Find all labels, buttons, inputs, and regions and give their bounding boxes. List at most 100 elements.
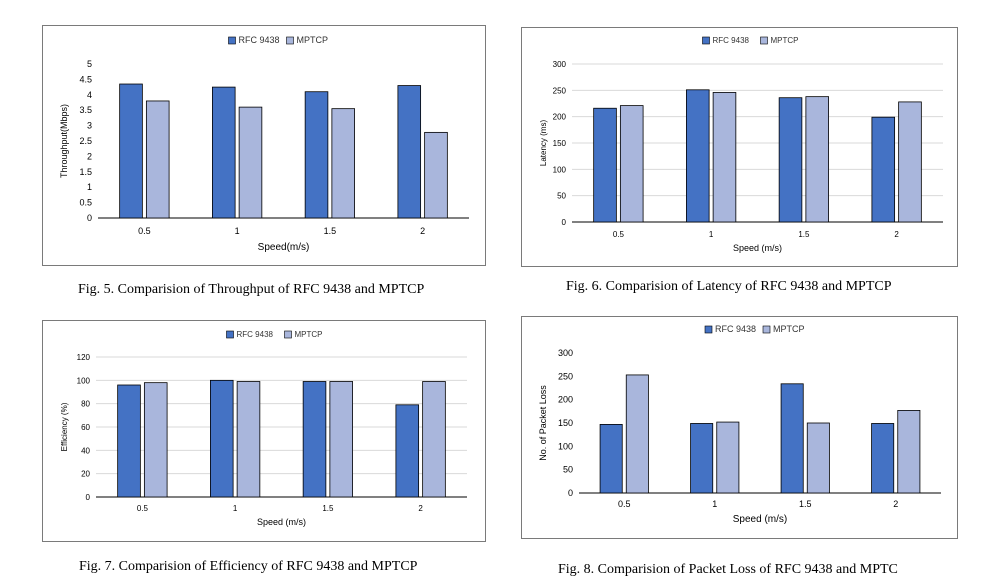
caption-fig8: Fig. 8. Comparision of Packet Loss of RF… [558, 562, 898, 577]
y-tick-label: 150 [553, 139, 567, 148]
y-tick-label: 200 [558, 395, 573, 405]
x-tick-label: 0.5 [613, 230, 625, 239]
bar-mptcp [806, 422, 830, 494]
legend-label: MPTCP [297, 35, 329, 45]
bar-mptcp [143, 382, 168, 498]
legend-swatch [762, 325, 771, 334]
y-tick-label: 100 [553, 165, 567, 174]
bar-mptcp [898, 101, 922, 223]
legend-swatch [226, 330, 234, 339]
legend-label: MPTCP [295, 330, 323, 339]
y-tick-label: 50 [563, 465, 573, 475]
bar-rfc9438 [871, 116, 896, 223]
bar-mptcp [716, 421, 740, 494]
chart-panel-latency: 0 50 100 150 200 250 300 0.5 1 1.5 2 Speed (m/s) Lat… [521, 27, 958, 267]
x-tick-label: 2 [420, 226, 425, 236]
y-tick-label: 40 [81, 446, 90, 455]
x-axis-title: Speed (m/s) [257, 517, 306, 527]
x-tick-label: 1 [233, 504, 238, 513]
chart-panel-throughput: 0 0.5 1 1.5 2 2.5 3 3.5 4 4.5 5 0.5 1 1.5 2 Speed(m/s) T… [42, 25, 486, 266]
x-tick-label: 1 [709, 230, 714, 239]
legend-label: RFC 9438 [237, 330, 274, 339]
bar-rfc9438 [871, 423, 895, 494]
bar-rfc9438 [397, 85, 422, 219]
y-tick-label: 200 [553, 113, 567, 122]
y-tick-label: 300 [553, 60, 567, 69]
bar-rfc9438 [117, 384, 141, 498]
chart-panel-packet-loss: 0 50 100 150 200 250 300 0.5 1 1.5 2 Speed (m/s) No.… [521, 316, 958, 539]
y-tick-label: 250 [558, 371, 573, 381]
y-tick-label: 100 [77, 376, 91, 385]
y-tick-label: 60 [81, 423, 90, 432]
x-axis-title: Speed (m/s) [733, 514, 787, 525]
y-tick-label: 4.5 [79, 74, 92, 84]
bar-mptcp [329, 381, 353, 498]
y-tick-label: 50 [557, 192, 566, 201]
y-tick-label: 3 [87, 121, 92, 131]
y-axis-title: Latency (ms) [539, 120, 548, 167]
x-tick-label: 1.5 [322, 504, 334, 513]
bar-rfc9438 [119, 83, 143, 219]
bar-mptcp [625, 374, 649, 494]
bar-mptcp [331, 108, 355, 219]
y-tick-label: 1 [87, 182, 92, 192]
legend-label: RFC 9438 [239, 35, 280, 45]
efficiency-chart: 0 20 40 60 80 100 120 0.5 1 1.5 2 Speed (m/s) Effici… [60, 330, 467, 527]
x-tick-label: 2 [893, 499, 898, 509]
bar-rfc9438 [304, 91, 329, 219]
legend-label: MPTCP [773, 324, 805, 334]
x-tick-label: 1 [712, 499, 717, 509]
legend-swatch [704, 325, 713, 334]
y-tick-label: 0 [568, 488, 573, 498]
bar-rfc9438 [690, 423, 714, 494]
y-tick-label: 100 [558, 441, 573, 451]
x-tick-label: 0.5 [618, 499, 631, 509]
y-tick-label: 300 [558, 348, 573, 358]
bar-rfc9438 [778, 97, 803, 223]
y-tick-label: 120 [77, 353, 91, 362]
y-tick-label: 2 [87, 151, 92, 161]
bar-mptcp [238, 106, 263, 219]
x-tick-label: 1 [235, 226, 240, 236]
bar-mptcp [422, 381, 446, 498]
y-axis-title: Throughput(Mbps) [59, 104, 69, 178]
y-tick-label: 20 [81, 470, 90, 479]
y-axis-title: No. of Packet Loss [538, 385, 548, 461]
y-axis-title: Efficiency (%) [60, 402, 69, 451]
y-tick-label: 0 [87, 213, 92, 223]
caption-fig6: Fig. 6. Comparision of Latency of RFC 94… [566, 279, 892, 294]
bar-mptcp [619, 105, 644, 223]
y-tick-label: 150 [558, 418, 573, 428]
y-tick-label: 80 [81, 400, 90, 409]
x-tick-label: 1.5 [324, 226, 337, 236]
legend-label: RFC 9438 [713, 36, 750, 45]
bar-rfc9438 [686, 89, 710, 223]
legend-swatch [286, 36, 294, 45]
legend-label: MPTCP [771, 36, 799, 45]
bar-rfc9438 [593, 107, 617, 223]
bar-rfc9438 [395, 404, 420, 498]
bar-mptcp [712, 92, 737, 223]
legend-swatch [702, 36, 710, 45]
bar-rfc9438 [212, 86, 236, 219]
bar-mptcp [805, 96, 829, 223]
x-axis-title: Speed(m/s) [258, 242, 310, 253]
caption-fig5: Fig. 5. Comparision of Throughput of RFC… [78, 282, 425, 297]
bar-rfc9438 [302, 381, 327, 498]
x-tick-label: 0.5 [137, 504, 149, 513]
legend-swatch [760, 36, 768, 45]
x-axis-title: Speed (m/s) [733, 243, 782, 253]
throughput-chart: 0 0.5 1 1.5 2 2.5 3 3.5 4 4.5 5 0.5 1 1.5 2 Speed(m/s) T… [59, 35, 469, 253]
x-tick-label: 2 [418, 504, 423, 513]
y-tick-label: 2.5 [79, 136, 92, 146]
legend-swatch [284, 330, 292, 339]
legend-label: RFC 9438 [715, 324, 756, 334]
y-tick-label: 3.5 [79, 105, 92, 115]
bar-rfc9438 [780, 383, 804, 494]
bar-mptcp [897, 410, 921, 494]
packet-loss-chart: 0 50 100 150 200 250 300 0.5 1 1.5 2 Speed (m/s) No.… [538, 324, 941, 525]
x-tick-label: 0.5 [138, 226, 151, 236]
latency-chart: 0 50 100 150 200 250 300 0.5 1 1.5 2 Speed (m/s) Lat… [539, 36, 943, 253]
x-tick-label: 2 [894, 230, 899, 239]
y-tick-label: 0 [86, 493, 91, 502]
